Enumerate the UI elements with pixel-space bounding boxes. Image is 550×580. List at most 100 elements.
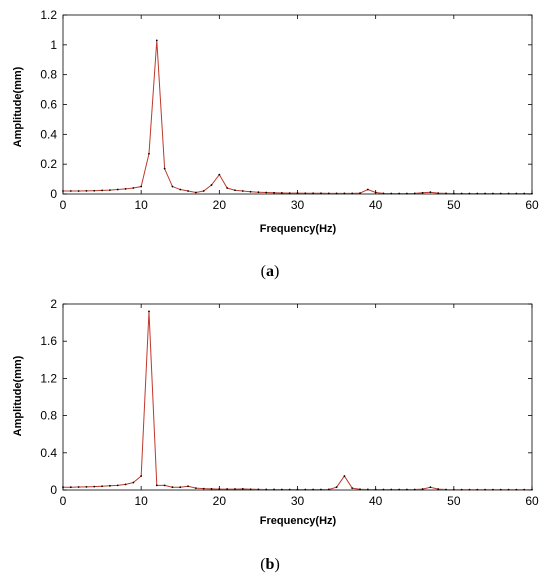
data-point-b [429,486,432,489]
data-point-a [249,190,252,193]
y-tick-label-b: 0.4 [40,446,57,460]
data-point-a [445,192,447,195]
data-point-b [437,488,440,490]
panel-label-a: (a) [261,263,280,280]
x-tick-label-a: 10 [134,198,148,212]
data-point-a [320,192,322,195]
data-point-b [226,488,229,490]
x-tick-label-a: 20 [213,198,227,212]
y-tick-label-a: 0.8 [40,68,57,82]
data-point-b [499,488,502,491]
data-point-a [257,191,260,194]
data-point-a [62,190,64,192]
x-tick-label-b: 10 [134,494,148,508]
y-tick-label-b: 2 [50,297,57,311]
x-tick-label-a: 30 [291,198,305,212]
y-tick-label-a: 0.4 [40,127,57,141]
y-tick-label-a: 0 [50,187,57,201]
y-tick-label-b: 1.6 [40,334,57,348]
data-point-a [101,189,103,192]
data-point-a [140,185,143,188]
data-point-a [69,190,72,192]
data-point-b [460,488,463,491]
x-tick-label-b: 40 [369,494,383,508]
data-point-b [155,484,158,487]
data-point-a [280,192,283,194]
data-point-a [437,192,440,195]
y-tick-label-a: 0.6 [40,98,57,112]
data-point-b [335,486,338,489]
data-point-a [296,192,299,195]
data-point-a [398,192,401,195]
data-point-a [179,188,182,191]
data-point-a [429,191,432,194]
x-tick-label-a: 0 [60,198,67,212]
data-point-a [312,192,315,195]
series-line-b [63,311,532,491]
data-point-b [265,488,268,491]
data-point-a [163,167,166,170]
plot-area-b: 0 10 20 30 40 50 60 0 0.4 0.8 1.2 1.6 2 [40,297,539,508]
y-tick-label-a: 1.2 [40,8,57,22]
data-point-b [406,488,408,491]
data-point-b [445,488,447,491]
plot-area-a: 0 10 20 30 40 50 60 0 0.2 0.4 0.6 0.8 1 1.2 [40,8,539,212]
data-point-a [234,189,236,192]
data-point-b [382,488,385,491]
data-point-b [312,488,315,491]
data-point-b [210,487,213,490]
x-tick-label-a: 40 [369,198,383,212]
data-point-b [85,485,88,488]
data-point-a [484,192,486,195]
x-tick-label-a: 50 [447,198,461,212]
data-point-a [265,191,268,194]
data-point-b [390,488,393,491]
data-point-b [62,486,64,489]
data-point-b [249,488,252,491]
data-point-b [343,475,346,477]
data-point-b [296,488,299,491]
data-point-a [194,191,197,194]
axes-frame-a [62,14,533,195]
data-point-a [155,39,158,42]
data-point-a [210,184,213,186]
data-point-a [460,192,463,195]
data-point-a [468,192,471,195]
data-point-a [335,192,338,195]
data-point-b [523,488,526,491]
x-tick-label-b: 50 [447,494,461,508]
data-point-a [171,185,174,188]
y-tick-label-b: 0 [50,483,57,497]
data-point-b [476,488,479,491]
x-tick-label-b: 30 [291,494,305,508]
data-point-b [101,485,103,488]
data-point-a [93,189,96,192]
data-point-b [187,485,189,488]
data-point-a [343,192,346,195]
data-point-a [366,188,369,191]
data-point-a [499,192,502,195]
data-point-b [124,483,127,486]
data-point-a [218,173,221,176]
axes-frame-b [62,303,533,491]
data-point-b [421,488,424,490]
data-point-a [390,192,393,195]
data-point-a [374,191,377,194]
x-tick-label-b: 20 [213,494,227,508]
data-point-a [304,192,307,195]
data-point-a [187,190,189,192]
data-point-a [77,190,80,192]
data-point-b [484,488,486,491]
data-point-a [148,152,150,155]
x-tick-label-b: 60 [525,494,539,508]
data-point-a [452,192,455,195]
data-point-b [257,488,260,491]
data-point-b [148,310,150,313]
chart-panel-b: 0 10 20 30 40 50 60 0 0.4 0.8 1.2 1.6 2 Amplitude(mm… [12,297,539,573]
data-point-b [531,488,533,491]
y-tick-label-b: 1.2 [40,371,57,385]
data-point-b [413,488,416,491]
data-point-a [476,192,479,195]
data-point-a [507,192,510,195]
data-point-b [288,488,291,491]
